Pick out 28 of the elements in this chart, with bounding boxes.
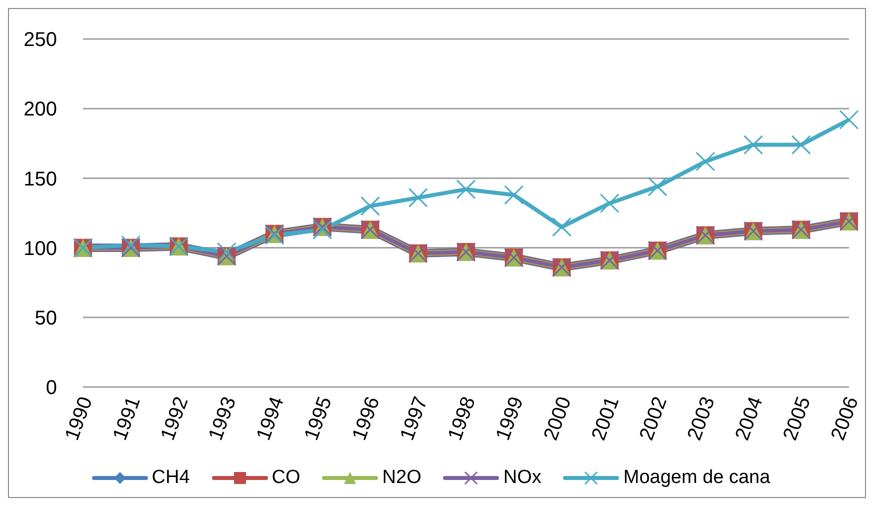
y-tick-label: 50 — [34, 308, 57, 330]
legend-label: NOx — [503, 467, 542, 489]
x-tick-label: 1996 — [348, 394, 384, 444]
x-tick-label: 1995 — [300, 394, 336, 444]
legend-label: N2O — [382, 467, 422, 489]
y-tick-label: 0 — [46, 377, 57, 400]
x-tick-label: 1990 — [61, 394, 98, 444]
x-tick-label: 2003 — [684, 394, 720, 444]
x-tick-label: 2004 — [731, 394, 768, 444]
legend-label: CO — [272, 467, 300, 489]
x-tick-label: 2001 — [588, 394, 624, 444]
x-tick-label: 1991 — [109, 394, 145, 444]
x-tick-label: 2006 — [827, 394, 864, 444]
x-tick-label: 1994 — [252, 394, 289, 444]
x-tick-label: 1999 — [492, 394, 528, 444]
legend-label: Moagem de cana — [623, 467, 770, 489]
x-tick-label: 1998 — [444, 394, 480, 444]
y-tick-label: 200 — [24, 98, 57, 121]
y-tick-label: 250 — [24, 29, 57, 52]
y-tick-label: 100 — [24, 238, 57, 260]
x-tick-label: 2000 — [540, 394, 576, 444]
x-tick-label: 1992 — [156, 394, 193, 444]
x-tick-label: 2002 — [636, 394, 672, 444]
x-tick-label: 1993 — [204, 394, 241, 444]
x-tick-label: 2005 — [779, 394, 816, 444]
y-tick-label: 150 — [24, 168, 57, 190]
legend-label: CH4 — [152, 467, 190, 489]
x-tick-label: 1997 — [396, 394, 432, 444]
